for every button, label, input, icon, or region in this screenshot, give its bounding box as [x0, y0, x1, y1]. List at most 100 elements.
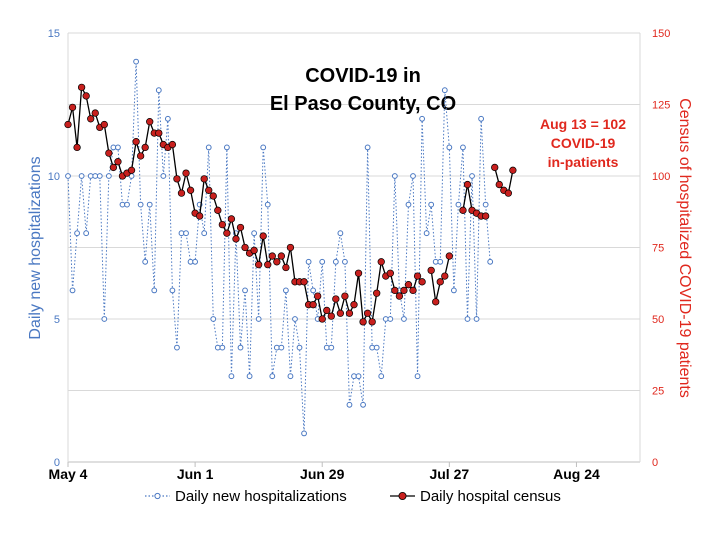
- new-hosp-point: [405, 201, 412, 208]
- new-hosp-point: [219, 344, 226, 351]
- new-hosp-point: [310, 287, 317, 294]
- new-hosp-point: [337, 230, 344, 237]
- new-hosp-point: [450, 287, 457, 294]
- census-point: [255, 261, 263, 269]
- census-point: [409, 286, 417, 295]
- y-axis-label-right: Census of hospitalized COVID-19 patients: [676, 98, 693, 398]
- census-point: [155, 129, 163, 137]
- new-hosp-point: [283, 287, 289, 294]
- annotation-line-3: in-patients: [548, 154, 619, 170]
- census-point: [259, 232, 267, 240]
- census-point: [141, 143, 149, 152]
- new-hosp-point: [69, 287, 76, 294]
- new-hosp-point: [446, 144, 453, 151]
- census-point: [336, 309, 345, 317]
- new-hosp-point: [160, 173, 167, 179]
- left-tick-label: 5: [54, 314, 60, 326]
- x-tick-label: May 4: [49, 466, 88, 482]
- census-point: [373, 289, 381, 297]
- x-tick-label: Jun 1: [177, 466, 214, 482]
- census-point: [146, 118, 154, 126]
- new-hosp-point: [428, 201, 435, 208]
- chart-title-line-2: El Paso County, CO: [270, 93, 456, 115]
- left-axis-ticks: 0 5 10 15: [48, 28, 60, 469]
- census-point: [432, 298, 440, 306]
- census-point: [109, 163, 118, 172]
- new-hosp-point: [251, 230, 258, 237]
- new-hosp-point: [101, 316, 108, 322]
- new-hosp-point: [74, 230, 80, 237]
- census-point: [413, 272, 422, 280]
- census-point: [82, 92, 90, 100]
- new-hosp-point: [237, 344, 244, 351]
- new-hosp-point: [301, 430, 307, 437]
- legend-census-label: Daily hospital census: [420, 488, 561, 505]
- census-point: [205, 186, 213, 194]
- new-hosp-point: [373, 344, 380, 351]
- new-hosp-point: [487, 258, 494, 265]
- new-hosp-point: [151, 287, 158, 294]
- census-point: [359, 318, 367, 326]
- census-point: [277, 252, 286, 260]
- census-point: [223, 229, 231, 237]
- census-point: [200, 175, 208, 183]
- series-daily-new: [65, 58, 494, 437]
- census-point: [323, 306, 331, 315]
- census-point: [463, 180, 472, 189]
- right-tick-label: 50: [652, 314, 664, 326]
- census-point: [377, 258, 385, 266]
- census-point: [445, 252, 453, 260]
- new-hosp-point: [469, 173, 475, 179]
- census-point: [441, 272, 449, 280]
- x-tick-label: Aug 24: [553, 466, 600, 482]
- x-tick-label: Jun 29: [300, 466, 345, 482]
- new-hosp-point: [174, 344, 180, 351]
- new-hosp-point: [83, 230, 90, 237]
- new-hosp-point: [355, 373, 362, 380]
- census-point: [354, 269, 363, 277]
- census-point: [196, 212, 204, 220]
- new-hosp-point: [378, 373, 385, 380]
- annotation-line-2: COVID-19: [551, 135, 616, 151]
- new-hosp-point: [455, 201, 462, 208]
- right-tick-label: 100: [652, 171, 670, 183]
- new-hosp-point: [423, 230, 430, 237]
- new-hosp-point: [155, 87, 162, 94]
- census-point: [491, 163, 499, 172]
- census-point: [186, 186, 195, 194]
- new-hosp-point: [269, 373, 276, 380]
- new-hosp-point: [278, 344, 285, 351]
- census-point: [168, 140, 177, 149]
- right-tick-label: 150: [652, 28, 670, 40]
- y-axis-label-left: Daily new hospitalizations: [27, 156, 44, 339]
- new-hosp-point: [292, 316, 298, 322]
- new-hosp-point: [387, 316, 394, 322]
- census-point: [232, 235, 240, 243]
- census-point: [368, 318, 376, 326]
- new-hosp-point: [332, 258, 339, 265]
- new-hosp-point: [305, 258, 312, 265]
- census-point: [227, 215, 236, 223]
- census-point: [177, 189, 186, 197]
- census-point: [268, 252, 276, 260]
- legend-census-marker: [398, 491, 407, 500]
- new-hosp-point: [255, 316, 262, 322]
- census-point: [300, 278, 308, 286]
- new-hosp-point: [482, 201, 489, 208]
- new-hosp-point: [296, 344, 303, 351]
- right-tick-label: 125: [652, 100, 670, 112]
- annotation-line-1: Aug 13 = 102: [540, 116, 626, 132]
- census-point: [482, 212, 490, 220]
- census-point: [427, 266, 435, 275]
- census-point: [132, 138, 140, 146]
- census-point: [345, 309, 354, 317]
- new-hosp-point: [473, 316, 480, 322]
- census-point: [182, 169, 190, 177]
- census-point: [136, 152, 145, 160]
- census-point: [68, 103, 77, 112]
- census-point: [386, 269, 394, 277]
- census-point: [91, 109, 99, 117]
- census-point: [504, 189, 512, 197]
- new-hosp-point: [287, 373, 294, 380]
- census-point: [418, 278, 426, 286]
